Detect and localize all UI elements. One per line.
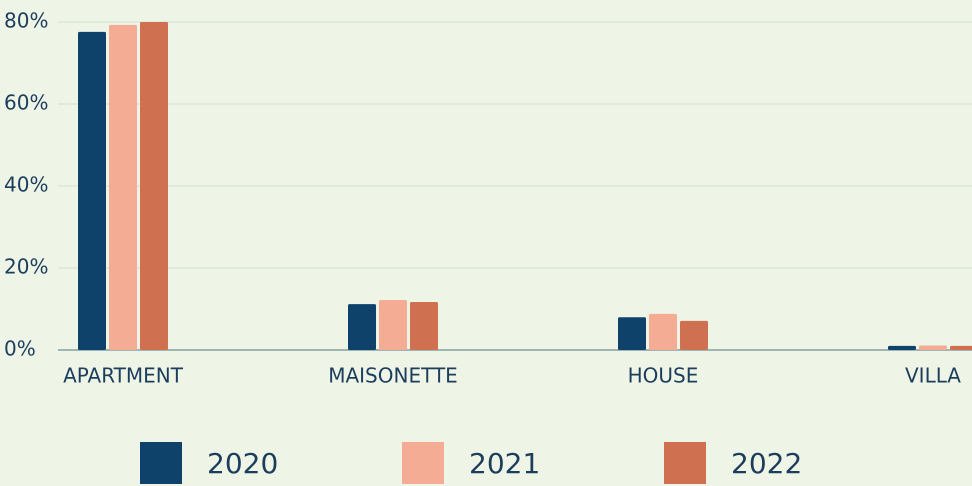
bar [649, 313, 677, 350]
x-tick-label: APARTMENT [63, 364, 184, 388]
x-tick-label: VILLA [905, 364, 961, 388]
y-tick-label: 80% [4, 9, 48, 33]
legend-label: 2022 [731, 447, 802, 480]
legend-label: 2021 [469, 447, 540, 480]
x-tick-label: HOUSE [628, 364, 699, 388]
bar [78, 31, 106, 351]
bar [379, 299, 407, 350]
x-tick-label: MAISONETTE [328, 364, 458, 388]
legend-swatch [402, 442, 444, 484]
bar [140, 22, 168, 350]
bar [348, 304, 376, 350]
y-tick-label: 60% [4, 91, 48, 115]
bar [888, 345, 916, 350]
y-tick-label: 40% [4, 173, 48, 197]
bar [680, 320, 708, 350]
bar [410, 302, 438, 350]
bar [618, 317, 646, 350]
legend-label: 2020 [207, 447, 278, 480]
legend-swatch [140, 442, 182, 484]
bar [919, 345, 947, 350]
legend-swatch [664, 442, 706, 484]
bar [109, 24, 137, 351]
y-tick-label: 20% [4, 255, 48, 279]
bar [950, 345, 972, 350]
y-tick-label: 0% [4, 337, 36, 361]
